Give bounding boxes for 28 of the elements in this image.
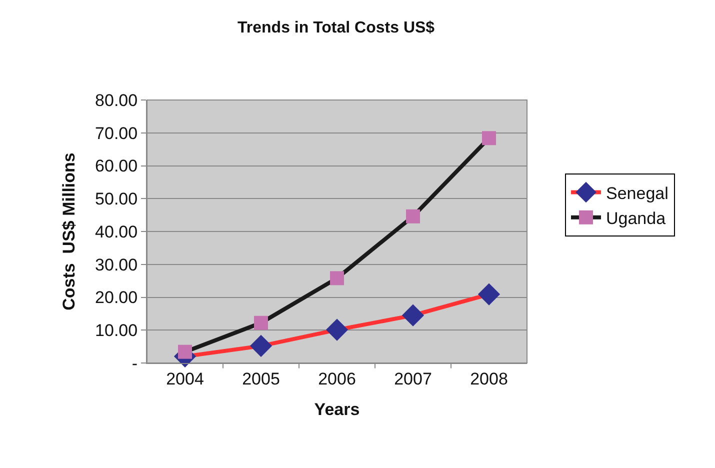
point [250, 334, 272, 357]
point [330, 271, 344, 286]
y-axis-title: Costs US$ Millions [60, 152, 79, 310]
x-tick-label: 2004 [166, 369, 204, 388]
point [478, 283, 500, 306]
y-tick-label: 60.00 [95, 156, 138, 176]
x-tick-label: 2007 [394, 369, 432, 388]
point [326, 318, 348, 341]
x-tick-label: 2008 [470, 369, 508, 388]
point [482, 131, 496, 146]
x-tick-label: 2005 [242, 369, 280, 388]
legend-label: Senegal [606, 184, 668, 203]
point [402, 304, 424, 326]
chart-title: Trends in Total Costs US$ [238, 19, 435, 36]
point [406, 209, 420, 224]
y-tick-label: 10.00 [95, 321, 138, 340]
point [254, 316, 268, 330]
point [178, 344, 192, 359]
y-tick-label: 40.00 [95, 222, 138, 242]
x-axis-title: Years [314, 400, 360, 419]
y-tick-label: - [132, 354, 138, 373]
y-tick-label: 70.00 [95, 124, 138, 143]
y-tick-label: 30.00 [95, 255, 138, 274]
y-tick-label: 20.00 [95, 288, 138, 308]
y-tick-label: 80.00 [95, 90, 138, 110]
y-tick-label: 50.00 [95, 190, 138, 209]
x-tick-label: 2006 [318, 369, 356, 388]
legend-label: Uganda [606, 208, 666, 228]
